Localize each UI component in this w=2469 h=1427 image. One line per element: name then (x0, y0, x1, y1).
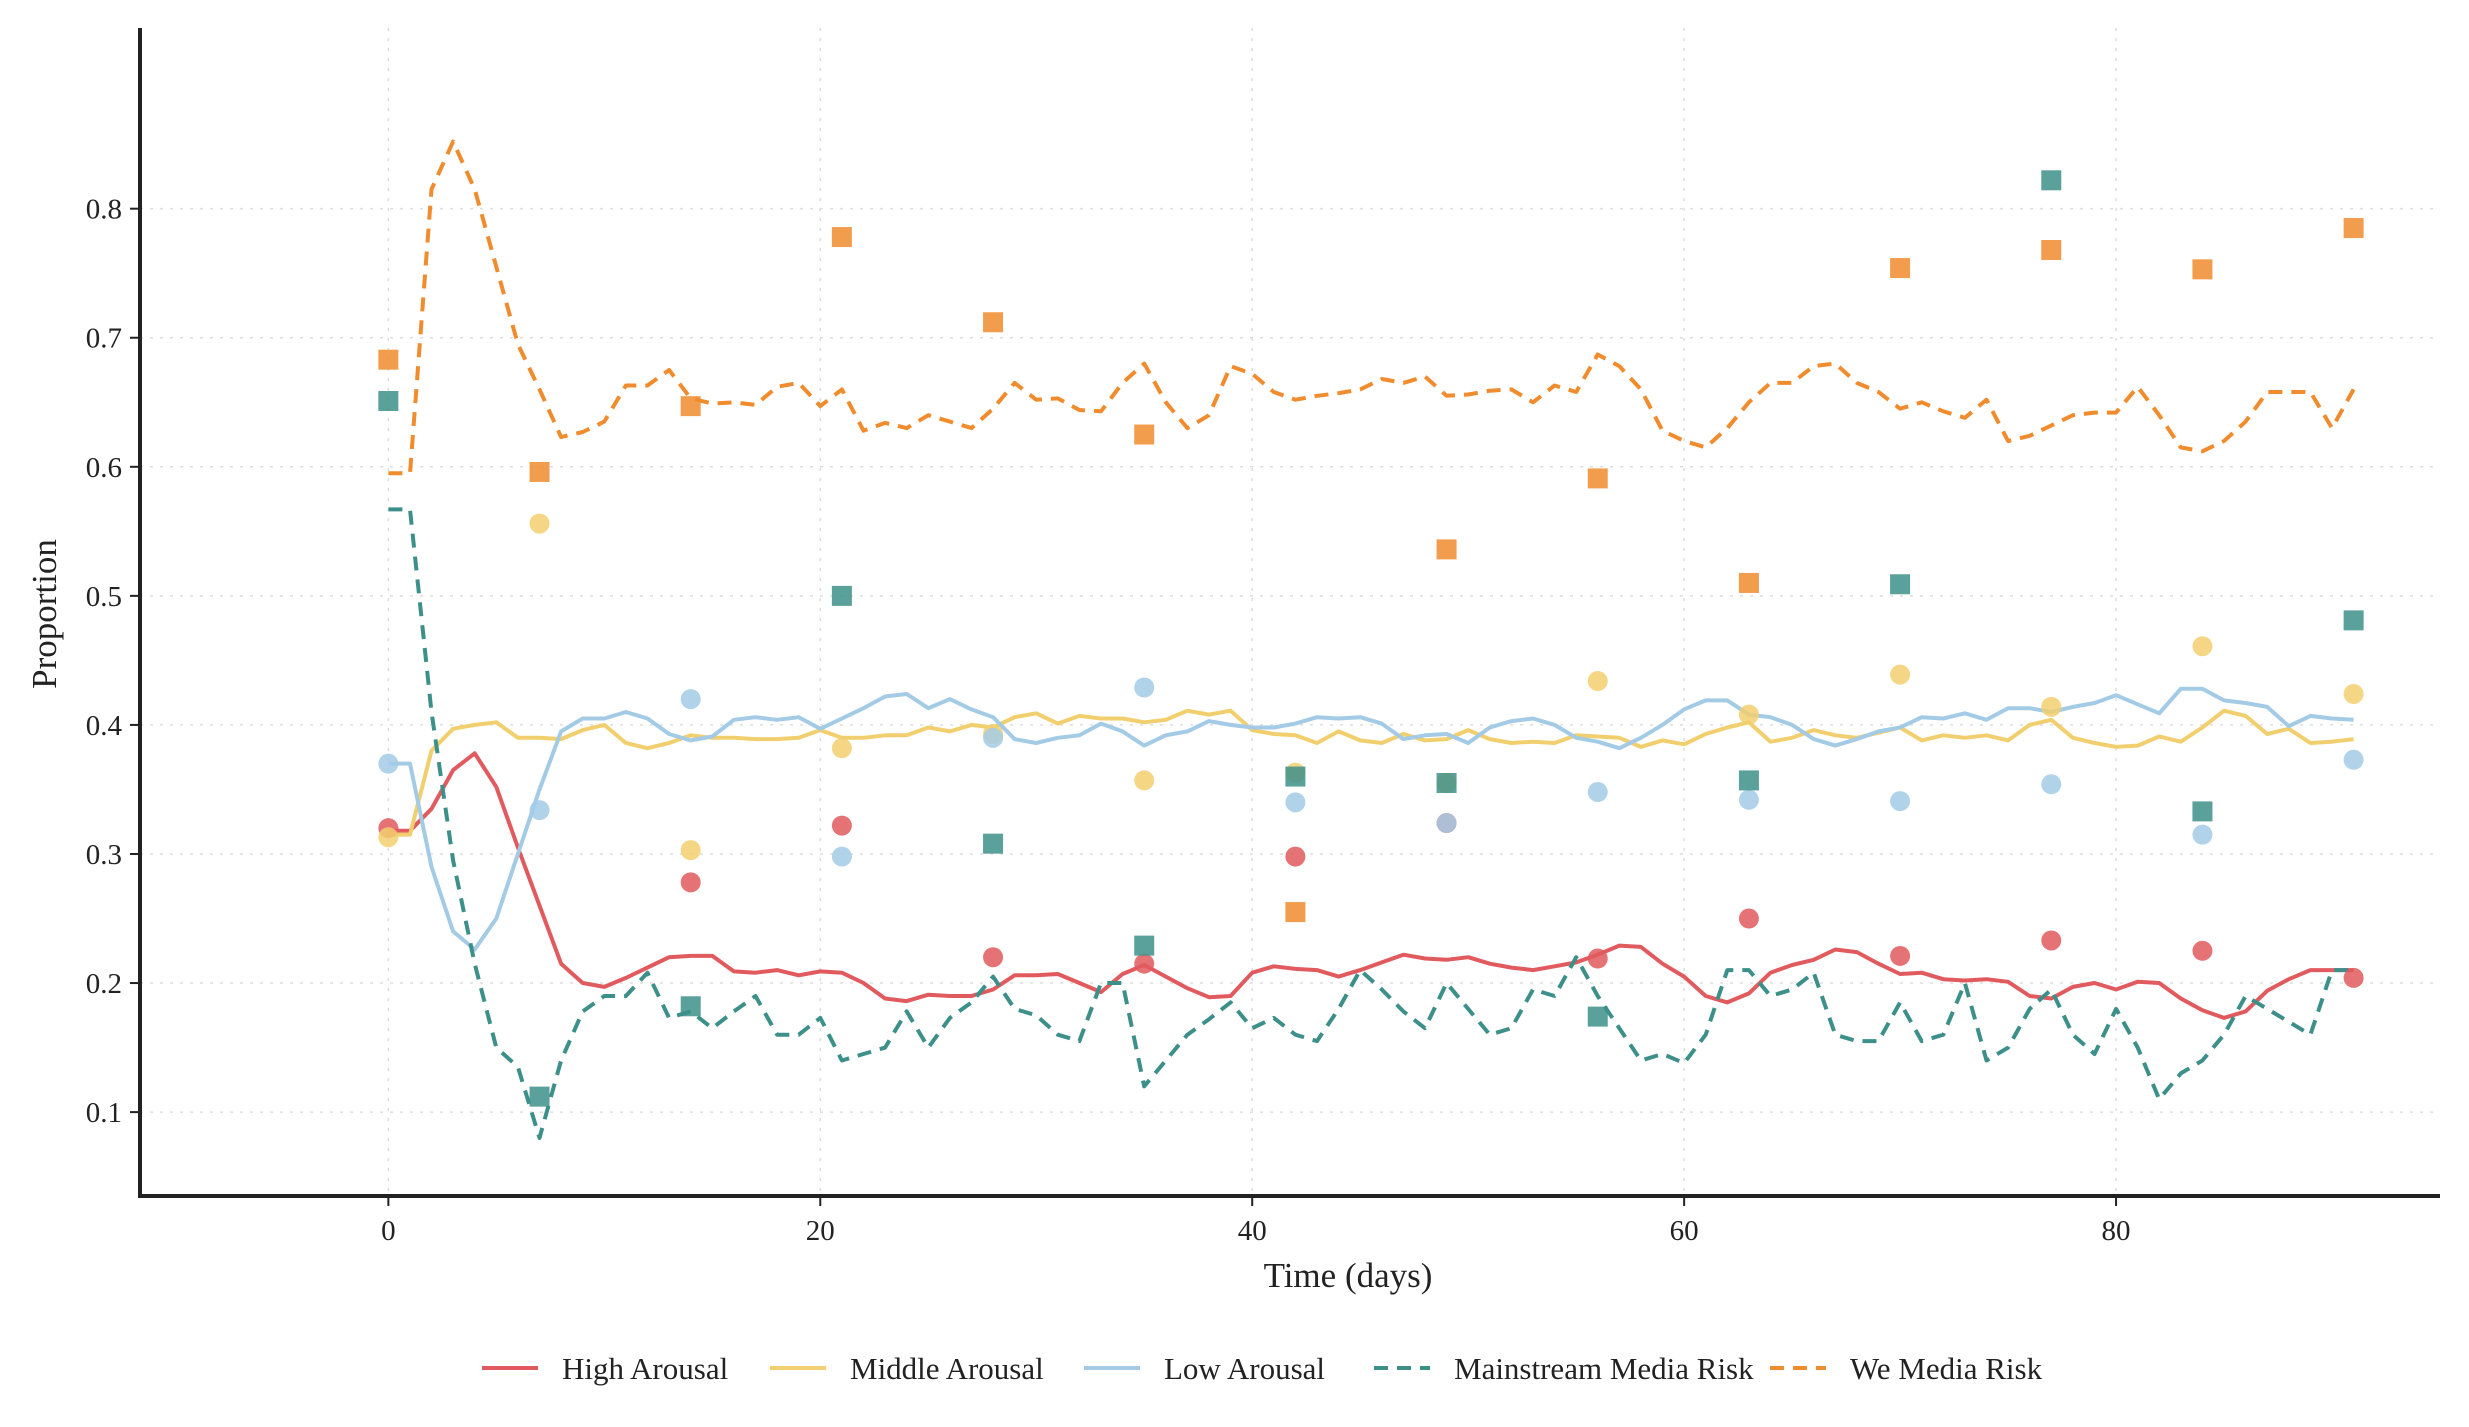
marker-we-media-risk (680, 396, 701, 417)
marker-middle-arousal (680, 840, 701, 861)
marker-middle-arousal (2343, 683, 2364, 704)
marker-mainstream-media-risk (378, 390, 399, 411)
x-tick-label: 40 (1238, 1215, 1267, 1247)
marker-mainstream-media-risk (2192, 801, 2213, 822)
y-tick-label: 0.2 (86, 968, 122, 1000)
marker-we-media-risk (1890, 258, 1911, 279)
legend-label: We Media Risk (1850, 1351, 2043, 1386)
axes (130, 28, 2440, 1206)
marker-middle-arousal (1134, 770, 1155, 791)
legend-label: Mainstream Media Risk (1454, 1351, 1754, 1386)
marker-low-arousal (983, 727, 1004, 748)
marker-low-arousal (831, 846, 852, 867)
marker-we-media-risk (1738, 572, 1759, 593)
y-tick-label: 0.4 (86, 710, 123, 742)
marker-we-media-risk (831, 227, 852, 248)
y-tick-label: 0.3 (86, 839, 122, 871)
marker-mainstream-media-risk (831, 585, 852, 606)
marker-we-media-risk (1587, 468, 1608, 489)
marker-we-media-risk (1285, 902, 1306, 923)
marker-we-media-risk (983, 312, 1004, 333)
marker-middle-arousal (2041, 696, 2062, 717)
marker-high-arousal (831, 815, 852, 836)
marker-low-arousal (1285, 792, 1306, 813)
marker-low-arousal (680, 689, 701, 710)
marker-high-arousal (680, 872, 701, 893)
y-tick-label: 0.7 (86, 323, 122, 355)
marker-middle-arousal (1738, 704, 1759, 725)
marker-high-arousal (1587, 948, 1608, 969)
marker-middle-arousal (831, 738, 852, 759)
marker-middle-arousal (2192, 636, 2213, 657)
marker-high-arousal (1134, 953, 1155, 974)
marker-high-arousal (2041, 930, 2062, 951)
series-markers (378, 170, 2364, 1107)
legend: High Arousal Middle Arousal Low Arousal Mai… (482, 1351, 2043, 1386)
marker-we-media-risk (2192, 259, 2213, 280)
marker-low-arousal (1587, 782, 1608, 803)
marker-middle-arousal (378, 827, 399, 848)
x-tick-label: 20 (806, 1215, 835, 1247)
legend-label: Low Arousal (1164, 1351, 1325, 1386)
legend-label: Middle Arousal (850, 1351, 1044, 1386)
series-lines (388, 139, 2356, 1140)
marker-we-media-risk (2343, 218, 2364, 239)
legend-label: High Arousal (562, 1351, 728, 1386)
series-line-low-arousal (388, 686, 2354, 952)
marker-we-media-risk (1436, 539, 1457, 560)
x-tick-label: 0 (381, 1215, 396, 1247)
y-tick-label: 0.6 (86, 452, 122, 484)
marker-mainstream-media-risk (983, 833, 1004, 854)
series-line-middle-arousal (388, 708, 2354, 837)
series-line-we-media-risk (388, 139, 2356, 476)
marker-low-arousal (1436, 813, 1457, 834)
marker-high-arousal (1890, 945, 1911, 966)
y-axis-label: Proportion (25, 539, 64, 689)
marker-low-arousal (2192, 824, 2213, 845)
marker-mainstream-media-risk (1738, 770, 1759, 791)
marker-mainstream-media-risk (1890, 574, 1911, 595)
marker-high-arousal (983, 947, 1004, 968)
marker-low-arousal (2343, 749, 2364, 770)
marker-high-arousal (1285, 846, 1306, 867)
marker-high-arousal (2192, 940, 2213, 961)
marker-middle-arousal (1587, 671, 1608, 692)
x-tick-label: 80 (2102, 1215, 2131, 1247)
marker-middle-arousal (1890, 664, 1911, 685)
marker-mainstream-media-risk (2041, 170, 2062, 191)
marker-mainstream-media-risk (1587, 1006, 1608, 1027)
marker-mainstream-media-risk (680, 996, 701, 1017)
marker-low-arousal (1134, 677, 1155, 698)
y-tick-label: 0.8 (86, 194, 122, 226)
marker-low-arousal (2041, 774, 2062, 795)
marker-high-arousal (2343, 967, 2364, 988)
marker-we-media-risk (529, 461, 550, 482)
y-tick-label: 0.1 (86, 1097, 122, 1129)
marker-low-arousal (529, 800, 550, 821)
marker-mainstream-media-risk (529, 1086, 550, 1107)
grid (140, 28, 2440, 1196)
series-line-high-arousal (388, 751, 2354, 1020)
marker-mainstream-media-risk (2343, 610, 2364, 631)
marker-we-media-risk (1134, 424, 1155, 445)
marker-low-arousal (378, 753, 399, 774)
x-tick-label: 60 (1670, 1215, 1699, 1247)
marker-mainstream-media-risk (1436, 773, 1457, 794)
x-axis-label: Time (days) (1264, 1256, 1433, 1295)
marker-mainstream-media-risk (1134, 935, 1155, 956)
y-tick-label: 0.5 (86, 581, 122, 613)
marker-middle-arousal (529, 513, 550, 534)
marker-we-media-risk (2041, 239, 2062, 260)
marker-we-media-risk (378, 349, 399, 370)
tick-labels: 0 20 40 60 80 0.1 0.2 0.3 0.4 0.5 0.6 0.7 0.8 (86, 194, 2131, 1247)
series-line-mainstream-media-risk (388, 507, 2354, 1140)
marker-high-arousal (1738, 908, 1759, 929)
marker-low-arousal (1738, 789, 1759, 810)
marker-low-arousal (1890, 791, 1911, 812)
marker-mainstream-media-risk (1285, 766, 1306, 787)
